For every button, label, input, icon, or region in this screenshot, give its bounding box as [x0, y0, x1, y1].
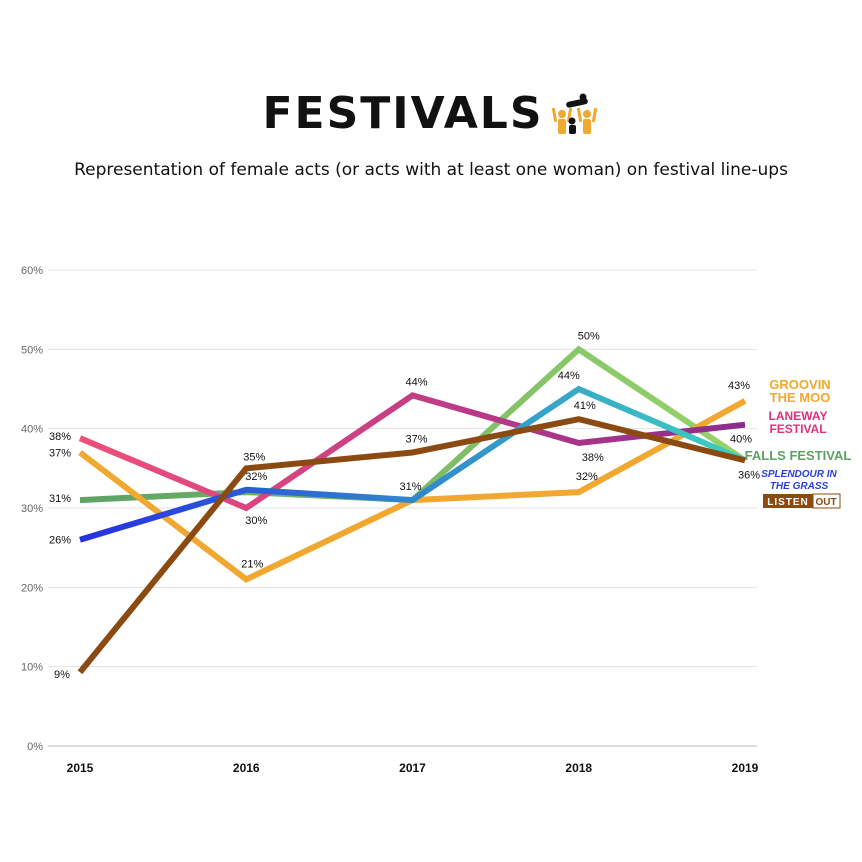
- data-label: 9%: [54, 669, 70, 681]
- y-tick-label: 0%: [27, 741, 43, 753]
- series-line-laneway-festival: [78, 392, 746, 512]
- data-label: 44%: [405, 376, 427, 388]
- header: FESTIVALS: [0, 88, 862, 139]
- data-label: 31%: [399, 481, 421, 493]
- x-tick-label: 2015: [67, 761, 94, 775]
- y-tick-label: 10%: [21, 662, 43, 674]
- legend-laneway-line1: LANEWAY: [769, 409, 828, 423]
- legend-listen-box: [763, 494, 813, 508]
- data-label: 26%: [49, 535, 71, 547]
- y-tick-label: 30%: [21, 503, 43, 515]
- data-label: 37%: [49, 447, 71, 459]
- data-label: 32%: [576, 471, 598, 483]
- y-tick-label: 50%: [21, 344, 43, 356]
- series-line-splendour-in-the-grass: [79, 385, 747, 543]
- y-tick-label: 40%: [21, 424, 43, 436]
- data-label: 32%: [245, 471, 267, 483]
- data-label: 36%: [738, 469, 760, 481]
- legend-out-box: [812, 493, 841, 509]
- chart-subtitle: Representation of female acts (or acts w…: [74, 160, 788, 180]
- crowd-surfer-icon: [551, 93, 597, 134]
- data-label: 37%: [405, 433, 427, 445]
- data-label: 21%: [241, 558, 263, 570]
- data-label: 35%: [243, 451, 265, 463]
- brand: FESTIVALS: [262, 88, 599, 139]
- data-labels: 37% 21% 32% 43% 38% 30% 44% 38% 40% 31% 31% 50% 26% 3…: [49, 330, 760, 681]
- data-label: 38%: [582, 452, 604, 464]
- x-tick-label: 2017: [399, 761, 426, 775]
- legend-laneway-line2: FESTIVAL: [769, 422, 826, 436]
- legend: GROOVIN THE MOO LANEWAY FESTIVAL FALLS F…: [745, 377, 852, 509]
- data-label: 50%: [578, 330, 600, 342]
- x-tick-label: 2016: [233, 761, 260, 775]
- y-axis-ticks: 0% 10% 20% 30% 40% 50% 60%: [21, 265, 43, 753]
- x-tick-label: 2018: [565, 761, 592, 775]
- page-title: FESTIVALS: [262, 88, 544, 139]
- data-label: 41%: [574, 400, 596, 412]
- legend-listen-b: OUT: [815, 497, 836, 508]
- gridlines: [48, 269, 757, 747]
- y-tick-label: 20%: [21, 582, 43, 594]
- legend-splendour-line2: THE GRASS: [770, 481, 829, 492]
- legend-listen-a: LISTEN: [767, 497, 809, 508]
- legend-groovin-line2: THE MOO: [770, 390, 831, 405]
- data-label: 31%: [49, 493, 71, 505]
- data-label: 43%: [728, 380, 750, 392]
- legend-falls: FALLS FESTIVAL: [745, 448, 852, 463]
- legend-splendour-line1: SPLENDOUR IN: [761, 469, 837, 480]
- x-axis-ticks: 2015 2016 2017 2018 2019: [67, 761, 759, 775]
- data-label: 38%: [49, 431, 71, 443]
- series-line-listen-out: [77, 416, 746, 675]
- series-lines: [77, 345, 747, 675]
- data-label: 44%: [558, 370, 580, 382]
- x-tick-label: 2019: [732, 761, 759, 775]
- data-label: 40%: [730, 434, 752, 446]
- legend-groovin-line1: GROOVIN: [769, 377, 830, 392]
- data-label: 30%: [245, 515, 267, 527]
- y-tick-label: 60%: [21, 265, 43, 277]
